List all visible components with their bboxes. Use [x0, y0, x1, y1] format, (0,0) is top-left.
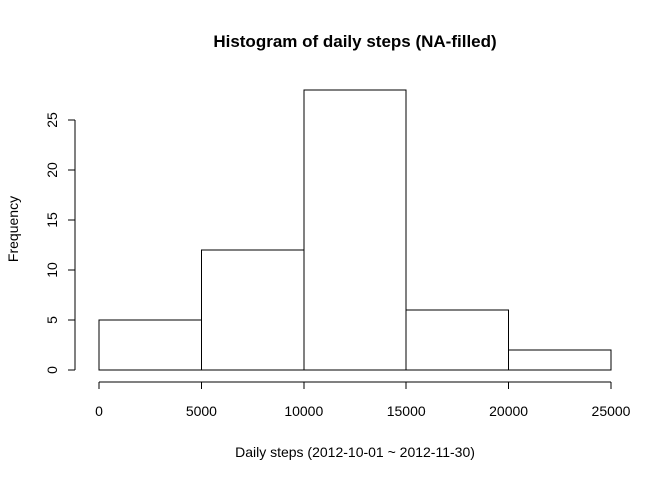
y-tick-label-4: 20 [44, 162, 60, 178]
x-tick-label-1: 5000 [186, 403, 217, 419]
y-tick-label-2: 10 [44, 262, 60, 278]
y-tick-label-1: 5 [44, 316, 60, 324]
histogram-bar-2 [303, 89, 407, 371]
y-axis: 0 5 10 15 20 25 [44, 112, 76, 374]
x-tick-label-2: 10000 [284, 403, 323, 419]
histogram-bar-4 [508, 349, 612, 371]
x-tick-label-4: 20000 [489, 403, 528, 419]
y-tick-label-5: 25 [44, 112, 60, 128]
x-tick-label-3: 15000 [387, 403, 426, 419]
histogram-bar-0 [98, 319, 202, 371]
x-axis: 0 5000 10000 15000 20000 25000 [95, 381, 631, 419]
y-axis-label: Frequency [5, 196, 21, 262]
chart-title: Histogram of daily steps (NA-filled) [213, 32, 496, 51]
y-tick-label-3: 15 [44, 212, 60, 228]
y-tick-label-0: 0 [44, 366, 60, 374]
x-tick-label-5: 25000 [592, 403, 631, 419]
bars-group [98, 89, 612, 371]
x-axis-label: Daily steps (2012-10-01 ~ 2012-11-30) [235, 444, 475, 460]
x-tick-label-0: 0 [95, 403, 103, 419]
histogram-bar-1 [200, 249, 305, 371]
histogram-bar-3 [405, 309, 510, 371]
